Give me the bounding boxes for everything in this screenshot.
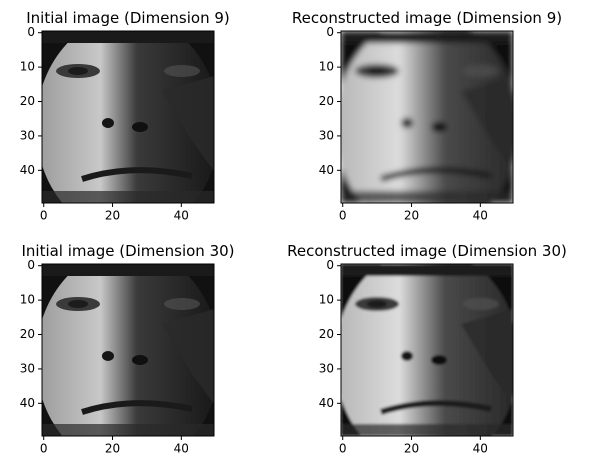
axes-frame — [340, 263, 514, 437]
y-tick-label: 40 — [20, 163, 35, 177]
x-tick-label: 0 — [40, 209, 48, 223]
x-tick-label: 40 — [473, 442, 488, 456]
y-tick-label: 10 — [20, 293, 35, 307]
image — [341, 31, 513, 203]
x-tick-label: 0 — [339, 209, 347, 223]
y-tick-label: 40 — [319, 163, 334, 177]
y-tick-label: 0 — [27, 258, 35, 272]
y-tick-label: 0 — [27, 25, 35, 39]
y-tick-label: 40 — [319, 396, 334, 410]
image — [42, 31, 214, 203]
x-tick-label: 20 — [404, 442, 419, 456]
subplot: Initial image (Dimension 9)0 20 4001020304… — [20, 9, 230, 223]
y-tick-label: 30 — [20, 128, 35, 142]
x-tick-label: 20 — [404, 209, 419, 223]
y-tick-label: 20 — [20, 327, 35, 341]
y-tick-label: 40 — [20, 396, 35, 410]
subplot: Reconstructed image (Dimension 9)0 20 4001… — [292, 9, 562, 223]
y-tick-label: 0 — [326, 258, 334, 272]
axes-frame — [41, 263, 215, 437]
y-tick-label: 20 — [20, 94, 35, 108]
image — [341, 264, 513, 436]
subplot-title: Reconstructed image (Dimension 30) — [287, 242, 567, 260]
axes-frame — [41, 30, 215, 204]
subplot: Initial image (Dimension 30)0 20 400102030… — [20, 242, 235, 456]
y-tick-label: 20 — [319, 94, 334, 108]
y-tick-label: 30 — [319, 128, 334, 142]
y-tick-label: 10 — [20, 60, 35, 74]
x-tick-label: 40 — [174, 442, 189, 456]
subplot-title: Initial image (Dimension 9) — [26, 9, 230, 27]
subplot: Reconstructed image (Dimension 30)0 20 400… — [287, 242, 567, 456]
x-tick-label: 0 — [339, 442, 347, 456]
subplot-title: Reconstructed image (Dimension 9) — [292, 9, 562, 27]
x-tick-label: 40 — [473, 209, 488, 223]
x-tick-label: 40 — [174, 209, 189, 223]
y-tick-label: 0 — [326, 25, 334, 39]
y-tick-label: 20 — [319, 327, 334, 341]
x-tick-label: 0 — [40, 442, 48, 456]
y-tick-label: 10 — [319, 293, 334, 307]
y-tick-label: 10 — [319, 60, 334, 74]
x-tick-label: 20 — [105, 442, 120, 456]
y-tick-label: 30 — [20, 361, 35, 375]
x-tick-label: 20 — [105, 209, 120, 223]
subplot-title: Initial image (Dimension 30) — [21, 242, 234, 260]
image — [42, 264, 214, 436]
y-tick-label: 30 — [319, 361, 334, 375]
axes-frame — [340, 30, 514, 204]
